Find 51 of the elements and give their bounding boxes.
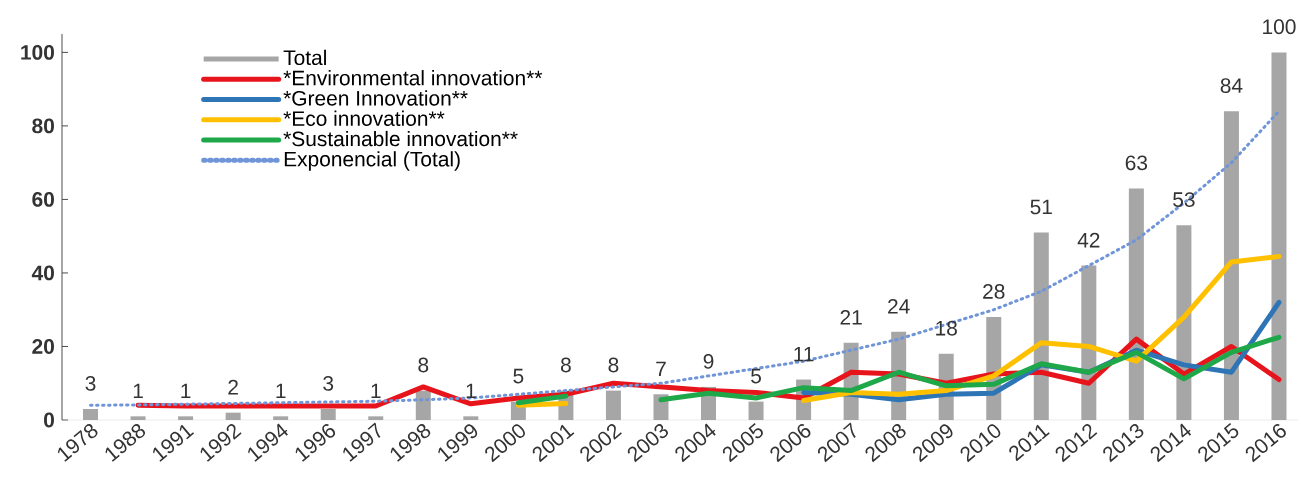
data-label: 24 xyxy=(888,298,910,314)
data-label: 1 xyxy=(276,383,286,399)
data-label: 1 xyxy=(371,383,381,399)
bar xyxy=(605,390,621,420)
data-label: 42 xyxy=(1077,232,1100,248)
legend-label: *Environmental innovation** xyxy=(283,70,543,86)
data-label: 3 xyxy=(323,375,334,391)
data-label: 3 xyxy=(85,375,96,391)
data-label: 1 xyxy=(133,383,143,399)
data-label: 8 xyxy=(608,357,619,373)
data-label: 100 xyxy=(1263,19,1296,35)
data-label: 2 xyxy=(228,379,238,395)
data-label: 21 xyxy=(840,309,862,325)
legend-label: Total xyxy=(283,49,326,66)
data-label: 7 xyxy=(656,361,666,377)
data-label: 51 xyxy=(1030,199,1052,215)
data-label: 63 xyxy=(1125,155,1148,171)
data-label: 5 xyxy=(513,368,524,384)
bar xyxy=(1271,52,1287,420)
bar xyxy=(368,416,384,420)
data-label: 1 xyxy=(466,383,476,399)
bar xyxy=(130,416,146,420)
bar xyxy=(273,416,289,420)
y-tick-label: 60 xyxy=(32,192,54,207)
bar xyxy=(748,401,764,420)
legend-label: *Eco innovation** xyxy=(283,110,445,126)
bar xyxy=(415,390,431,420)
bar xyxy=(83,408,99,420)
data-label: 8 xyxy=(560,357,571,373)
data-label: 84 xyxy=(1220,78,1243,93)
data-label: 1 xyxy=(181,383,191,399)
data-label: 8 xyxy=(418,357,429,373)
y-tick-label: 0 xyxy=(44,412,54,428)
legend-label: Exponencial (Total) xyxy=(284,151,460,171)
legend-label: *Green Innovation** xyxy=(283,90,468,106)
data-label: 28 xyxy=(983,284,1005,299)
y-tick-label: 80 xyxy=(32,118,54,134)
data-label: 9 xyxy=(703,353,714,369)
data-label: 11 xyxy=(794,346,814,362)
legend-label: *Sustainable innovation** xyxy=(283,130,518,147)
bar xyxy=(1128,188,1144,420)
data-label: 5 xyxy=(751,368,761,384)
bar xyxy=(225,412,241,420)
bar xyxy=(320,408,336,420)
bar xyxy=(1223,111,1239,420)
y-tick-label: 20 xyxy=(32,339,54,354)
bar xyxy=(178,416,194,420)
bar xyxy=(463,416,479,420)
data-label: 18 xyxy=(936,320,957,336)
y-tick-label: 100 xyxy=(21,44,54,60)
y-tick-label: 40 xyxy=(31,265,54,281)
